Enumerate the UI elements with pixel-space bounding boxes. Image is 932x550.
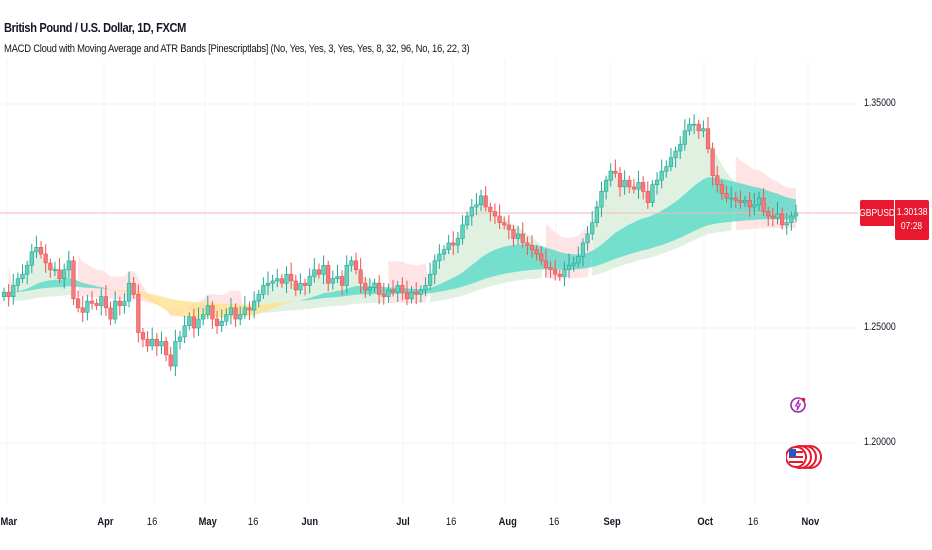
time-label: 16	[445, 516, 457, 528]
time-label: 16	[747, 516, 759, 528]
symbol-tag: GBPUSD	[859, 200, 895, 226]
time-label: 16	[146, 516, 158, 528]
chart-title[interactable]: British Pound / U.S. Dollar, 1D, FXCM	[4, 20, 187, 35]
last-price: 1.30138	[896, 207, 928, 218]
time-label: Jun	[301, 516, 319, 528]
time-label: Apr	[97, 516, 114, 528]
price-label: 1.35000	[864, 97, 896, 109]
time-label: 16	[247, 516, 259, 528]
flash-event-icon[interactable]	[789, 396, 807, 414]
time-label: Aug	[498, 516, 517, 528]
time-label: Sep	[603, 516, 621, 528]
price-label: 1.20000	[864, 436, 896, 448]
time-label: Mar	[0, 516, 18, 528]
time-label: Nov	[801, 516, 820, 528]
us-economic-events-icon[interactable]	[786, 443, 822, 471]
bar-countdown: 07:28	[901, 221, 923, 232]
time-label: Oct	[697, 516, 713, 528]
time-label: 16	[548, 516, 560, 528]
candlesticks	[1, 114, 799, 376]
last-price-tag: 1.30138 07:28	[895, 200, 929, 240]
time-label: May	[198, 516, 217, 528]
time-label: Jul	[396, 516, 410, 528]
price-label: 1.25000	[864, 321, 896, 333]
indicator-legend[interactable]: MACD Cloud with Moving Average and ATR B…	[4, 43, 470, 55]
grid-lines	[0, 60, 858, 505]
